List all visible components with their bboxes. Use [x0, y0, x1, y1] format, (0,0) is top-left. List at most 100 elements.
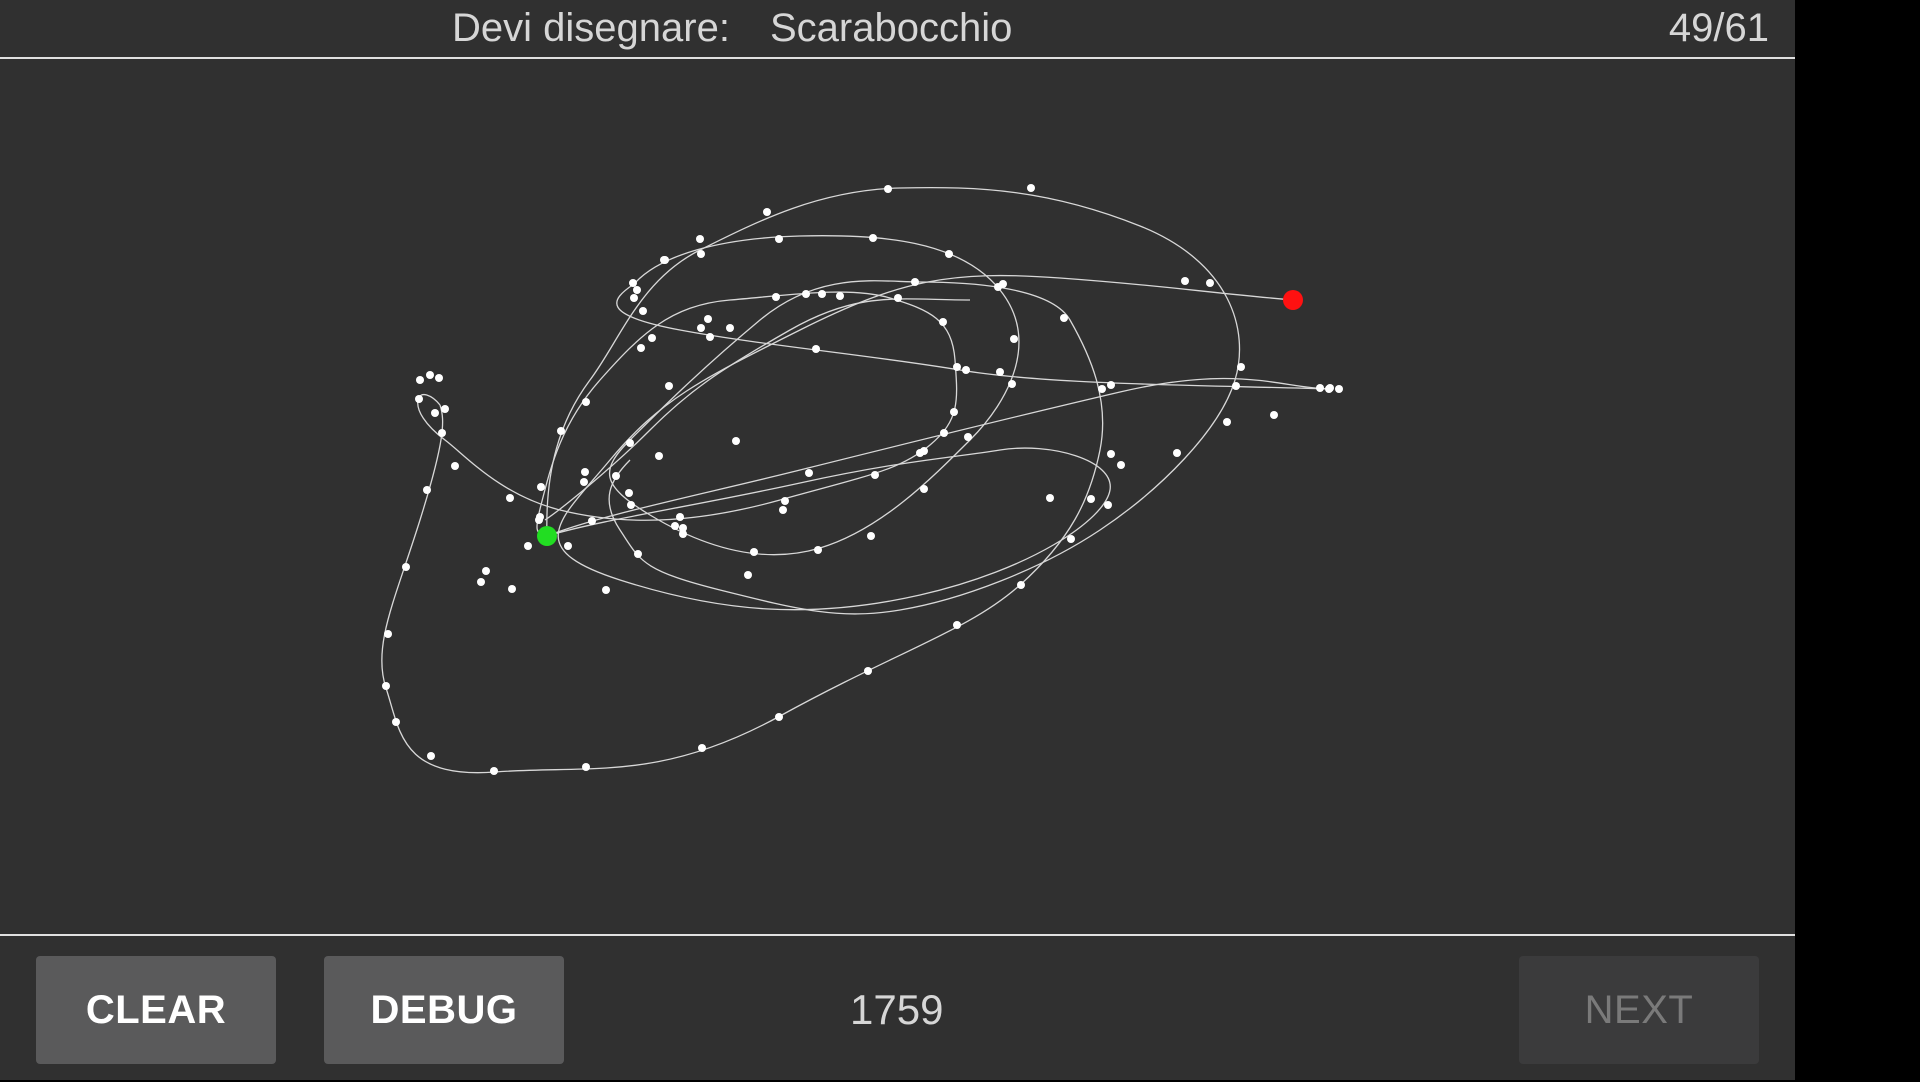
stroke-point — [1107, 450, 1115, 458]
stroke-point — [698, 744, 706, 752]
stroke-point — [438, 429, 446, 437]
stroke-segment — [381, 235, 1331, 774]
stroke-point — [557, 427, 565, 435]
stroke-point — [1098, 385, 1106, 393]
stroke-point — [950, 408, 958, 416]
stroke-point — [962, 366, 970, 374]
stroke-point — [633, 286, 641, 294]
stroke-point — [836, 292, 844, 300]
stroke-point — [884, 185, 892, 193]
stroke-point — [382, 682, 390, 690]
stroke-point — [625, 489, 633, 497]
stroke-point — [953, 363, 961, 371]
stroke-point — [451, 462, 459, 470]
drawing-svg[interactable] — [0, 59, 1795, 934]
stroke-segment — [546, 274, 1294, 611]
stroke-point — [964, 433, 972, 441]
stroke-point — [564, 542, 572, 550]
stroke-point — [1117, 461, 1125, 469]
stroke-point — [1270, 411, 1278, 419]
stroke-point — [871, 471, 879, 479]
stroke-point — [1326, 384, 1334, 392]
stroke-point — [775, 235, 783, 243]
stroke-point — [426, 371, 434, 379]
stroke-point — [1237, 363, 1245, 371]
stroke-point — [392, 718, 400, 726]
stroke-point — [634, 550, 642, 558]
stroke-point — [427, 752, 435, 760]
start-point-marker — [537, 526, 557, 546]
stroke-segment — [546, 377, 1331, 537]
stroke-point — [779, 506, 787, 514]
stroke-point — [750, 548, 758, 556]
footer-bar: CLEAR DEBUG 1759 NEXT — [0, 934, 1795, 1082]
stroke-point — [953, 621, 961, 629]
stroke-point — [1008, 380, 1016, 388]
clear-button[interactable]: CLEAR — [36, 956, 276, 1064]
stroke-point — [660, 256, 668, 264]
stroke-point — [744, 571, 752, 579]
stroke-segment — [417, 291, 958, 537]
stroke-point — [537, 483, 545, 491]
stroke-point — [1027, 184, 1035, 192]
stroke-segment — [546, 186, 1241, 615]
stroke-segment — [544, 298, 971, 521]
stroke-point — [402, 563, 410, 571]
stroke-point — [384, 630, 392, 638]
prompt-label: Devi disegnare: — [452, 6, 730, 50]
stroke-point — [1107, 381, 1115, 389]
progress-counter: 49/61 — [1668, 6, 1769, 50]
stroke-point — [423, 486, 431, 494]
stroke-point — [916, 449, 924, 457]
debug-button[interactable]: DEBUG — [324, 956, 564, 1064]
stroke-point — [627, 501, 635, 509]
stroke-point — [1232, 382, 1240, 390]
stroke-point — [612, 472, 620, 480]
stroke-point — [580, 478, 588, 486]
stroke-point — [704, 315, 712, 323]
stroke-point — [1173, 449, 1181, 457]
stroke-point — [416, 376, 424, 384]
stroke-point — [697, 250, 705, 258]
stroke-point — [602, 586, 610, 594]
stroke-point — [1060, 314, 1068, 322]
stroke-point — [1010, 335, 1018, 343]
stroke-point — [802, 290, 810, 298]
stroke-point — [1067, 535, 1075, 543]
stroke-point — [869, 234, 877, 242]
drawn-stroke — [381, 186, 1331, 774]
stroke-point — [630, 294, 638, 302]
stroke-point — [1181, 277, 1189, 285]
stroke-point — [535, 516, 543, 524]
stroke-point — [679, 530, 687, 538]
stroke-point — [582, 763, 590, 771]
next-button[interactable]: NEXT — [1519, 956, 1759, 1064]
stroke-point — [431, 409, 439, 417]
app-window: Devi disegnare: Scarabocchio 49/61 CLEAR… — [0, 0, 1795, 1080]
stroke-point — [772, 293, 780, 301]
stroke-point — [1046, 494, 1054, 502]
stroke-point — [1223, 418, 1231, 426]
stroke-point — [676, 513, 684, 521]
stroke-point — [726, 324, 734, 332]
stroke-point — [781, 497, 789, 505]
stroke-point — [582, 398, 590, 406]
stroke-point — [415, 395, 423, 403]
stroke-point — [940, 429, 948, 437]
stroke-point — [812, 345, 820, 353]
stroke-point — [814, 546, 822, 554]
header-bar: Devi disegnare: Scarabocchio 49/61 — [0, 0, 1795, 59]
stroke-point — [648, 334, 656, 342]
stroke-point — [996, 368, 1004, 376]
stroke-point — [999, 280, 1007, 288]
drawing-canvas[interactable] — [0, 59, 1795, 934]
stroke-point — [920, 485, 928, 493]
stroke-point — [508, 585, 516, 593]
stroke-point — [775, 713, 783, 721]
stroke-point — [818, 290, 826, 298]
stroke-point — [671, 522, 679, 530]
stroke-point — [477, 578, 485, 586]
stroke-point — [639, 307, 647, 315]
stroke-point — [1206, 279, 1214, 287]
score-value: 1759 — [850, 986, 944, 1033]
